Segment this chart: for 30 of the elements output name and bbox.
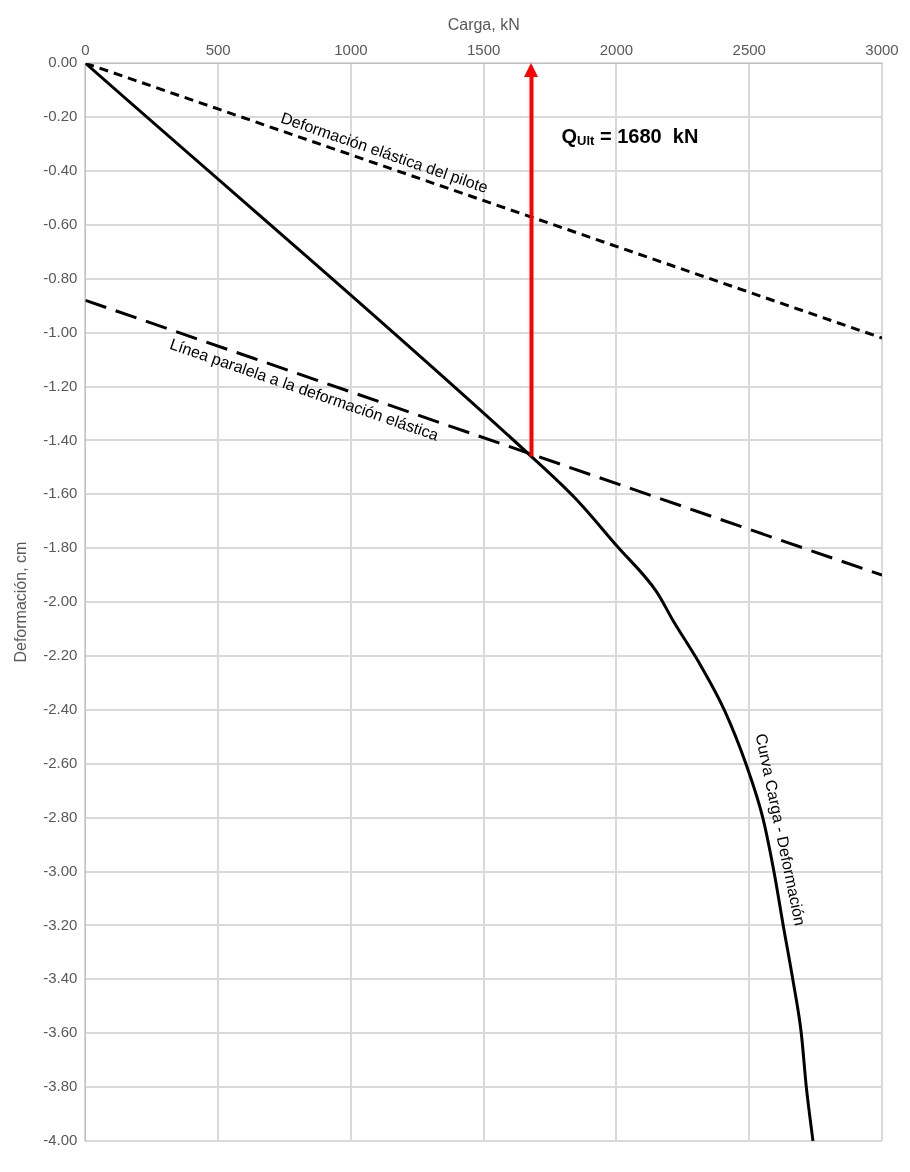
x-tick-label: 1000	[334, 41, 368, 59]
y-tick-label: -1.20	[43, 376, 78, 394]
y-tick-label: -3.40	[43, 969, 78, 987]
y-tick-label: -2.20	[43, 646, 78, 664]
y-tick-label: -3.80	[43, 1077, 78, 1095]
y-tick-label: -1.00	[43, 322, 78, 340]
x-tick-label: 3000	[865, 41, 899, 59]
y-tick-label: -1.60	[43, 484, 78, 502]
y-tick-label: -2.00	[43, 592, 78, 610]
y-tick-label: -0.20	[43, 107, 78, 125]
y-axis-title: Deformación, cm	[12, 541, 30, 663]
x-tick-label: 1500	[467, 41, 501, 59]
x-tick-label: 2000	[599, 41, 634, 59]
x-tick-label: 2500	[732, 41, 766, 59]
y-tick-label: -0.80	[43, 268, 78, 286]
y-tick-label: -3.60	[43, 1023, 78, 1041]
y-tick-label: -0.60	[43, 215, 78, 233]
y-tick-label: -4.00	[43, 1131, 78, 1149]
y-tick-label: -2.80	[43, 807, 78, 825]
x-axis-title: Carga, kN	[447, 16, 520, 34]
y-tick-label: -3.20	[43, 915, 78, 933]
y-tick-label: -1.80	[43, 538, 78, 556]
y-tick-label: -2.60	[43, 753, 78, 771]
y-tick-label: -3.00	[43, 861, 78, 879]
x-tick-label: 500	[205, 41, 231, 59]
y-tick-label: -2.40	[43, 700, 78, 718]
y-tick-label: 0.00	[48, 53, 78, 71]
y-tick-label: -1.40	[43, 430, 78, 448]
x-tick-label: 0	[81, 41, 90, 59]
y-tick-label: -0.40	[43, 161, 78, 179]
